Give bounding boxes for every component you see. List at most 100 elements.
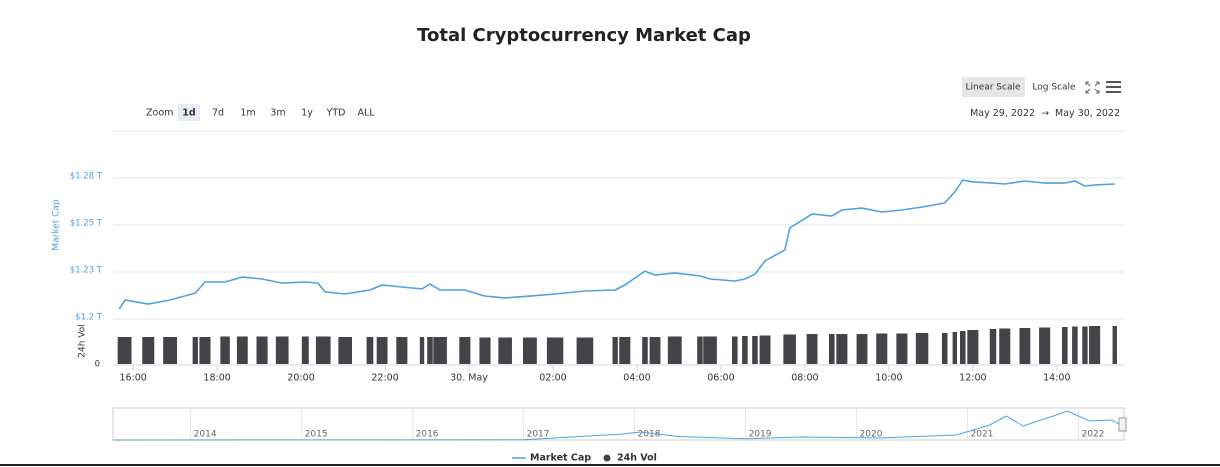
volume-bar [703, 336, 717, 364]
volume-bar [915, 333, 929, 364]
linear-scale-button[interactable] [962, 77, 1025, 97]
volume-bar [1062, 327, 1068, 364]
legend-label[interactable]: 24h Vol [617, 453, 657, 464]
volume-bar [649, 337, 661, 364]
y2-tick-label: 0 [95, 360, 100, 370]
fullscreen-icon[interactable] [1085, 81, 1100, 94]
volume-bar [142, 337, 155, 364]
volume-bar [236, 336, 248, 364]
volume-bar [619, 337, 631, 364]
legend-symbol [603, 454, 611, 462]
volume-bar [697, 336, 703, 364]
zoom-button[interactable]: 1m [240, 108, 255, 119]
volume-bar [783, 334, 796, 364]
volume-bar [999, 328, 1011, 364]
x-tick-label: 08:00 [791, 373, 818, 384]
zoom-button[interactable]: YTD [326, 108, 346, 119]
volume-bar [1112, 326, 1117, 364]
volume-bar [612, 337, 618, 364]
volume-bar [960, 331, 966, 364]
zoom-button[interactable]: ALL [357, 108, 375, 119]
x-tick-label: 04:00 [623, 373, 650, 384]
volume-bar [479, 337, 491, 364]
range-from[interactable]: May 29, 2022 [970, 108, 1035, 119]
log-scale-label[interactable]: Log Scale [1032, 83, 1076, 93]
navigator-tick-label: 2019 [749, 430, 772, 440]
volume-bar [752, 336, 758, 364]
volume-bar [338, 337, 352, 364]
linear-scale-label[interactable]: Linear Scale [965, 83, 1021, 93]
range-arrow: → [1041, 108, 1049, 119]
zoom-button[interactable]: 3m [270, 108, 285, 119]
volume-bar [1072, 326, 1078, 364]
x-tick-label: 20:00 [287, 373, 314, 384]
volume-bar [220, 336, 230, 364]
volume-bar [396, 337, 408, 364]
y-axis-title: Market Cap [52, 199, 62, 251]
volume-bar [732, 336, 738, 364]
y-tick-label: $1.2 T [75, 313, 103, 323]
navigator-tick-label: 2014 [194, 430, 217, 440]
volume-bar [759, 335, 771, 364]
volume-bar [1082, 326, 1088, 364]
navigator-tick-label: 2015 [305, 430, 328, 440]
x-tick-label: 14:00 [1043, 373, 1070, 384]
navigator-tick-label: 2018 [638, 430, 661, 440]
volume-bar [275, 336, 289, 364]
volume-bar [1019, 328, 1031, 364]
volume-bar [546, 337, 564, 364]
date-range: May 29, 2022 → May 30, 2022 [970, 108, 1120, 119]
volume-bar [301, 336, 309, 364]
volume-bar [896, 333, 908, 364]
zoom-button[interactable]: 1y [301, 108, 313, 119]
zoom-button[interactable]: 1d [182, 108, 195, 119]
x-tick-label: 30. May [450, 373, 488, 384]
volume-bar [856, 334, 868, 364]
y-tick-label: $1.25 T [70, 219, 103, 229]
x-tick-label: 22:00 [371, 373, 398, 384]
range-to[interactable]: May 30, 2022 [1055, 108, 1120, 119]
volume-bar [419, 337, 425, 364]
volume-bar [366, 337, 374, 364]
volume-bar [836, 334, 848, 364]
navigator-tick-label: 2017 [527, 430, 550, 440]
volume-bar [1039, 327, 1051, 364]
volume-bar [118, 337, 132, 364]
volume-bar [256, 336, 268, 364]
chart-title: Total Cryptocurrency Market Cap [417, 25, 751, 46]
volume-bar [952, 332, 957, 364]
menu-icon[interactable] [1106, 81, 1121, 93]
volume-bar [806, 334, 818, 364]
market-cap-line [118, 179, 1115, 310]
volume-bar [163, 337, 178, 364]
navigator-tick-label: 2020 [860, 430, 883, 440]
volume-bar [829, 334, 835, 364]
volume-bar [742, 336, 748, 364]
x-tick-label: 06:00 [707, 373, 734, 384]
zoom-button[interactable]: 7d [212, 108, 224, 119]
volume-bar [967, 330, 979, 364]
volume-bar [576, 337, 594, 364]
volume-bar [642, 337, 648, 364]
legend-label[interactable]: Market Cap [530, 453, 591, 464]
navigator-tick-label: 2022 [1081, 430, 1104, 440]
volume-bar [941, 333, 948, 364]
volume-bar [192, 337, 198, 364]
zoom-button-selected[interactable] [178, 104, 200, 121]
volume-bar [433, 337, 447, 364]
volume-bar [522, 337, 537, 364]
volume-bar [315, 336, 320, 364]
volume-bar [667, 336, 682, 364]
volume-bar [459, 337, 471, 364]
zoom-label: Zoom [146, 108, 173, 119]
volume-bar [319, 336, 331, 364]
navigator-tick-label: 2016 [416, 430, 439, 440]
x-tick-label: 12:00 [959, 373, 986, 384]
volume-bar [427, 337, 433, 364]
navigator-handle[interactable] [1118, 417, 1127, 432]
volume-bar [989, 329, 997, 364]
y-tick-label: $1.23 T [70, 266, 103, 276]
volume-bar [199, 337, 211, 364]
volume-bar [1089, 326, 1101, 364]
